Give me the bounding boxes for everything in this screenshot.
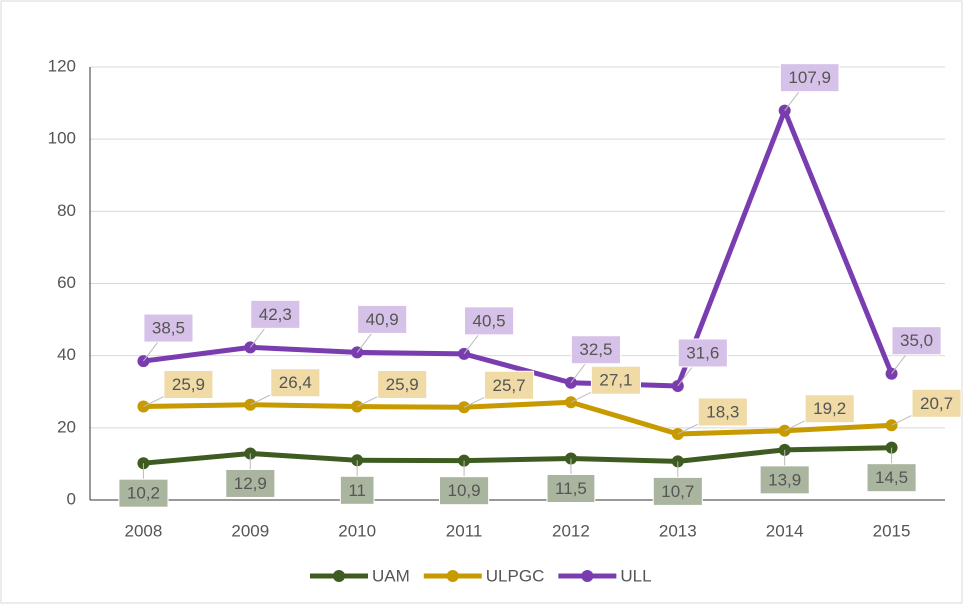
data-label-box — [590, 365, 641, 395]
x-tick-label: 2009 — [231, 521, 269, 540]
series-line — [143, 108, 894, 389]
data-label-text: 40,5 — [473, 311, 506, 330]
x-tick-label: 2011 — [446, 521, 483, 540]
data-label-box — [464, 306, 515, 336]
legend-label: UAM — [372, 566, 410, 585]
x-tick-label: 2013 — [659, 521, 697, 540]
data-label-box — [143, 313, 194, 343]
data-label-text: 11,5 — [555, 479, 587, 498]
x-tick-label: 2012 — [552, 521, 590, 540]
x-tick-label: 2014 — [766, 521, 804, 540]
data-label-text: 10,7 — [661, 482, 694, 501]
data-label-box — [804, 394, 855, 424]
y-tick-label: 20 — [57, 417, 76, 436]
x-tick-label: 2010 — [338, 521, 376, 540]
data-label-box — [697, 397, 748, 427]
data-label-box — [357, 304, 408, 334]
data-label-box — [891, 326, 942, 356]
y-tick-label: 80 — [57, 201, 76, 220]
y-tick-label: 0 — [67, 489, 76, 508]
data-label-text: 26,4 — [279, 373, 312, 392]
data-label-text: 12,9 — [234, 474, 267, 493]
data-label-box — [118, 478, 169, 508]
data-label-text: 20,7 — [920, 394, 953, 413]
data-label: 14,5 — [866, 463, 917, 493]
series-line — [143, 399, 892, 437]
data-label-text: 107,9 — [788, 68, 831, 87]
data-label: 35,0 — [891, 326, 942, 356]
data-label: 40,9 — [357, 304, 408, 334]
data-label-text: 10,9 — [448, 481, 481, 500]
y-tick-label: 100 — [48, 129, 76, 148]
data-label: 11 — [339, 475, 375, 505]
x-tick-label: 2015 — [873, 521, 911, 540]
data-label-box — [163, 370, 214, 400]
data-label-text: 19,2 — [813, 399, 846, 418]
data-label: 31,6 — [677, 338, 728, 368]
data-label-text: 25,9 — [172, 375, 205, 394]
data-label-box — [570, 335, 621, 365]
legend-label: ULPGC — [486, 566, 545, 585]
data-label-box — [546, 474, 596, 504]
data-label: 12,9 — [225, 468, 276, 498]
y-tick-label: 120 — [48, 56, 76, 75]
data-label: 19,2 — [804, 394, 855, 424]
data-label: 25,7 — [484, 370, 535, 400]
legend-marker — [446, 570, 459, 582]
data-label-text: 11 — [348, 481, 366, 500]
data-label-box — [652, 476, 703, 506]
legend-label: ULL — [620, 566, 651, 585]
data-label: 107,9 — [779, 63, 840, 93]
data-label-text: 18,3 — [706, 402, 739, 421]
data-label-box — [439, 476, 490, 506]
data-label-box — [911, 388, 962, 418]
y-tick-label: 60 — [57, 273, 76, 292]
data-label: 38,5 — [143, 313, 194, 343]
data-label-text: 25,7 — [493, 376, 526, 395]
data-label-box — [866, 463, 917, 493]
data-label-text: 38,5 — [152, 319, 185, 338]
legend-marker — [333, 570, 345, 582]
data-label: 26,4 — [270, 368, 321, 398]
data-label-text: 31,6 — [686, 343, 719, 362]
data-label: 27,1 — [590, 365, 641, 395]
legend: UAM ULPGC ULL — [310, 566, 652, 585]
y-tick-label: 40 — [57, 345, 76, 364]
data-label-text: 10,2 — [127, 484, 160, 503]
data-label-text: 40,9 — [366, 310, 399, 329]
data-label-box — [225, 468, 276, 498]
data-label-box — [250, 299, 301, 329]
data-label-box — [759, 465, 810, 495]
data-label-box — [484, 370, 535, 400]
data-label-text: 13,9 — [768, 470, 801, 489]
data-label: 32,5 — [570, 335, 621, 365]
data-label-box — [339, 475, 375, 505]
data-label-text: 27,1 — [599, 371, 632, 390]
data-label: 25,9 — [163, 370, 214, 400]
data-label: 18,3 — [697, 397, 748, 427]
data-label: 10,7 — [652, 476, 703, 506]
data-label-box — [779, 63, 840, 93]
data-label-text: 25,9 — [386, 375, 419, 394]
data-label: 42,3 — [250, 299, 301, 329]
series-line — [143, 445, 892, 466]
data-label: 13,9 — [759, 465, 810, 495]
data-label: 20,7 — [911, 388, 962, 418]
data-label-box — [677, 338, 728, 368]
data-label-text: 35,0 — [900, 331, 933, 350]
data-label: 10,9 — [439, 476, 490, 506]
data-label: 10,2 — [118, 478, 169, 508]
data-label-box — [377, 370, 428, 400]
data-label-text: 42,3 — [259, 305, 292, 324]
data-label: 11,5 — [546, 474, 596, 504]
x-tick-label: 2008 — [125, 521, 163, 540]
data-label-text: 32,5 — [579, 340, 612, 359]
data-label-box — [270, 368, 321, 398]
data-label: 40,5 — [464, 306, 515, 336]
data-label: 25,9 — [377, 370, 428, 400]
data-label-text: 14,5 — [875, 468, 908, 487]
legend-marker — [581, 570, 594, 582]
